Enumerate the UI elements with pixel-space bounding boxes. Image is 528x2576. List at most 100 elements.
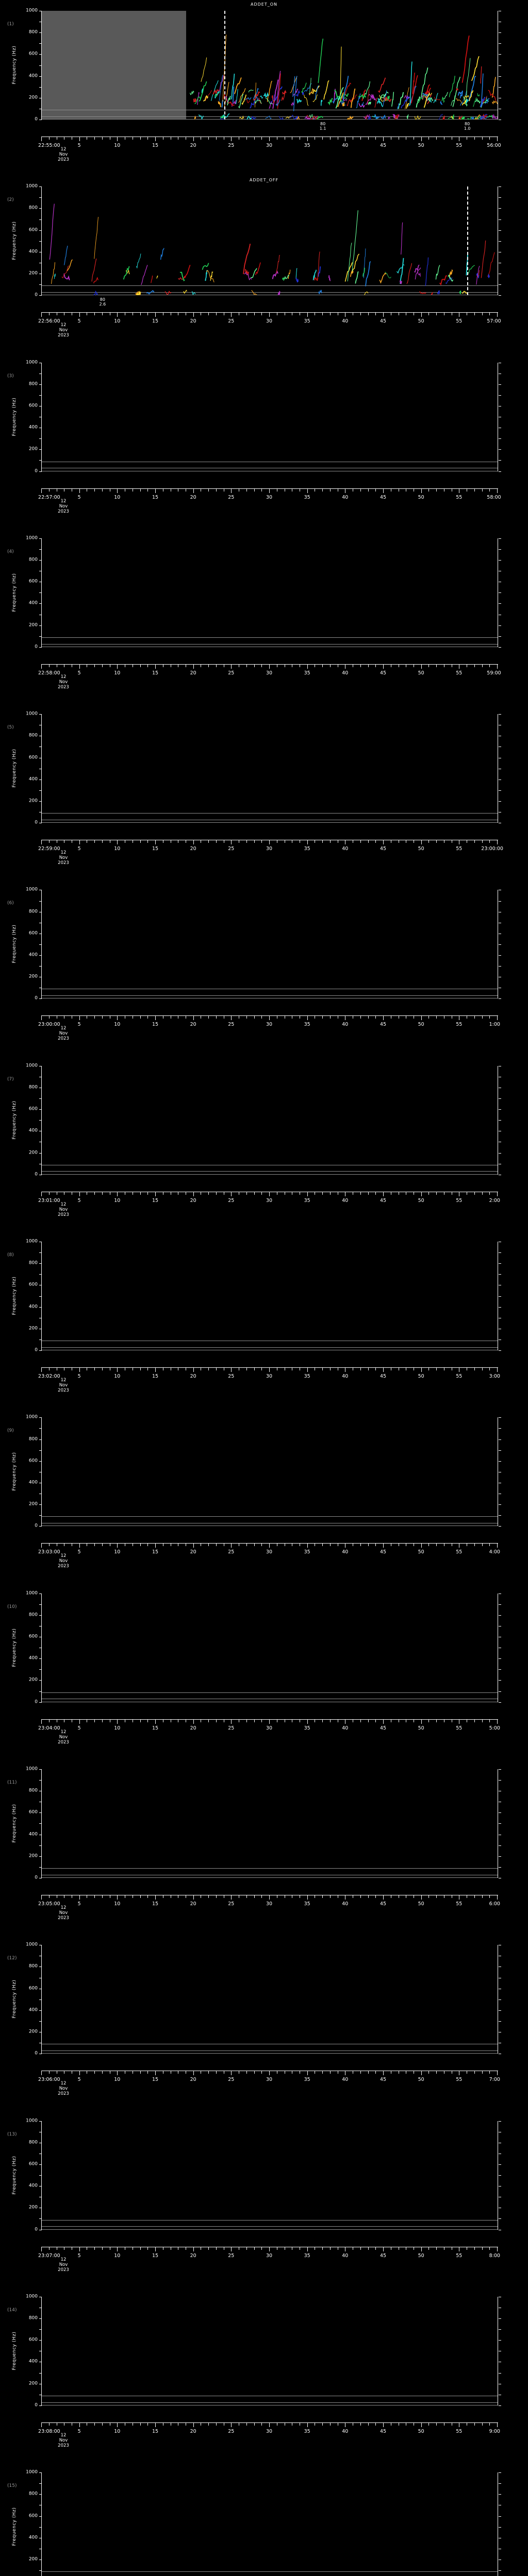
x-axis-tick [489,2247,490,2250]
panel-index: (10) [7,1604,17,1609]
x-axis-tick [193,1368,194,1372]
x-axis-tick [421,840,422,845]
y-axis-tick [39,2186,42,2187]
x-tick-label: 30 [266,1549,273,1555]
x-axis-tick [269,1368,270,1372]
x-axis-date-label: 12 Nov 2023 [45,499,81,514]
x-axis-tick [94,664,95,667]
x-axis-tick [383,488,384,493]
x-tick-label: 20 [190,1549,196,1555]
date-day: 12 [60,850,67,856]
x-axis-tick [216,1016,217,1019]
date-month: Nov [59,2437,68,2443]
x-axis-tick [421,488,422,493]
x-axis-tick [269,2422,270,2427]
x-axis-tick [307,2247,308,2251]
x-axis-tick [231,1719,232,1724]
x-axis-tick [474,137,475,140]
x-axis-tick [421,1544,422,1548]
y-axis-tick [39,1691,42,1692]
x-axis-tick [383,2422,384,2427]
y-tick-label: 800 [28,1260,38,1266]
x-axis-tick [375,1895,376,1898]
baseline-reference-line [42,1877,498,1878]
date-month: Nov [59,1207,68,1212]
x-tick-label: 55 [456,1374,463,1380]
x-axis-tick [140,1719,141,1722]
reference-line [42,1516,498,1517]
y-axis-tick [39,560,42,561]
plot-area [42,2472,498,2576]
y-axis-tick [39,208,42,209]
x-axis-tick [254,1192,255,1195]
x-axis-tick [79,2247,80,2251]
x-axis: 23:02:00 5 10 15 20 25 30 35 40 45 50 55 3:00 [38,1367,500,1379]
x-axis-tick [216,1719,217,1722]
x-axis-tick [231,664,232,669]
x-tick-label: 20 [190,1374,196,1380]
plot-area [42,890,498,999]
x-tick-label-end: 57:00 [487,318,501,325]
y-tick-label: 600 [28,227,38,233]
annotation-value-bottom: 1.1 [319,126,326,131]
panel-index: (9) [7,1428,14,1434]
y-axis-tick [499,1504,501,1505]
x-axis-tick [482,1192,483,1195]
x-axis-tick [322,1719,323,1722]
x-axis-tick [436,1895,437,1898]
y-axis-tick [39,1769,42,1770]
annotation-value-top: 80 [320,122,326,126]
x-axis-tick [117,664,118,669]
y-axis-tick [39,2527,42,2528]
y-axis-tick [499,1515,501,1516]
y-axis-tick [39,779,42,780]
y-axis-tick [39,197,42,198]
baseline-reference-line [42,2229,498,2230]
x-tick-label: 30 [266,494,273,500]
x-axis-tick [140,313,141,316]
x-axis-tick [360,1192,361,1195]
y-axis-tick [39,1658,42,1659]
y-axis-labels: 0 200 400 600 800 1000 [0,184,38,297]
x-tick-label: 5 [77,1022,81,1028]
y-axis-labels: 0 200 400 600 800 1000 [0,1415,38,1528]
x-tick-label: 30 [266,143,273,148]
x-tick-label: 50 [418,318,424,325]
x-axis-tick [208,1544,209,1547]
y-axis-tick [499,603,501,604]
y-axis-labels: 0 200 400 600 800 1000 [0,360,38,473]
y-tick-label: 800 [28,29,38,35]
date-year: 2023 [58,157,69,162]
x-axis-tick [117,1192,118,1196]
chart-panel: (10) Frequency (Hz) 0 200 400 600 800 1000 23:04… [0,1583,528,1758]
x-axis-tick [360,488,361,492]
y-tick-label: 800 [28,205,38,211]
x-tick-label: 50 [418,1374,424,1380]
x-axis-tick [322,137,323,140]
x-axis-tick [193,137,194,141]
y-tick-label: 400 [28,1128,38,1133]
y-axis-left [39,538,42,648]
y-tick-label: 600 [28,1809,38,1815]
x-tick-label: 45 [380,1901,387,1907]
x-tick-label: 50 [418,1197,424,1204]
y-axis-tick [499,714,501,715]
x-tick-label: 50 [418,846,424,852]
x-axis-date-label: 12 Nov 2023 [45,2081,81,2096]
x-tick-label: 25 [228,1901,235,1907]
y-axis-tick [499,295,501,296]
x-tick-label: 40 [342,1374,349,1380]
x-axis-tick [193,1544,194,1548]
y-axis-tick [39,790,42,791]
y-axis-tick [499,2318,501,2319]
x-tick-label: 10 [114,1725,121,1731]
y-axis-tick [499,1999,501,2000]
y-tick-label: 0 [35,995,38,1001]
pitch-traces [42,2472,498,2576]
x-axis-tick [497,2247,498,2251]
y-axis-tick [499,647,501,648]
y-tick-label: 800 [28,1436,38,1442]
x-axis-tick [231,2247,232,2251]
y-axis-left [39,1065,42,1175]
y-tick-label: 600 [28,1634,38,1639]
